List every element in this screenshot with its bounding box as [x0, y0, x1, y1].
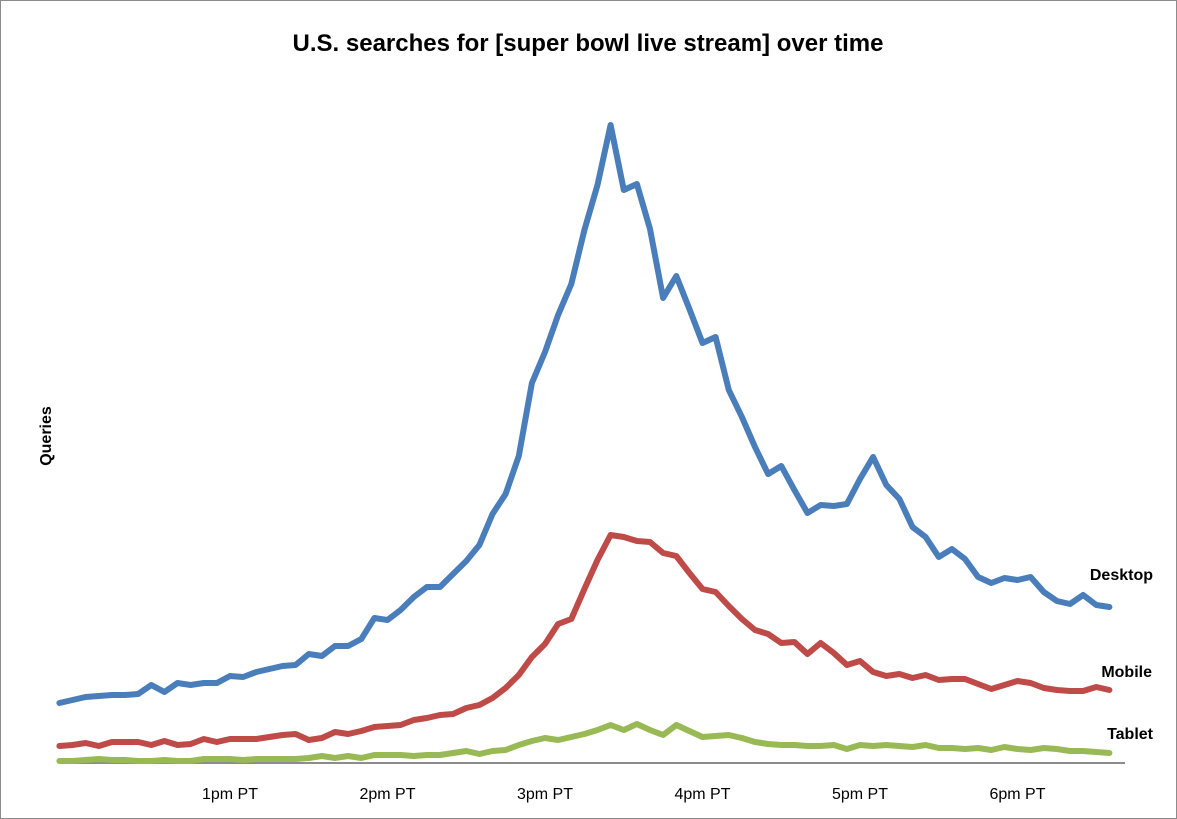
series-label-tablet: Tablet [1107, 726, 1154, 743]
x-tick-label: 3pm PT [517, 786, 573, 803]
series-label-mobile: Mobile [1101, 664, 1152, 681]
x-tick-label: 5pm PT [832, 786, 888, 803]
x-tick-label: 6pm PT [989, 786, 1045, 803]
series-line-desktop [56, 122, 1113, 706]
x-tick-label: 2pm PT [359, 786, 415, 803]
series-label-desktop: Desktop [1090, 567, 1153, 584]
x-tick-label: 4pm PT [674, 786, 730, 803]
chart-title: U.S. searches for [super bowl live strea… [293, 30, 884, 57]
x-tick-label: 1pm PT [202, 786, 258, 803]
series-line-tablet [56, 721, 1113, 764]
series-line-mobile [56, 532, 1113, 749]
y-axis-label: Queries [38, 406, 55, 466]
